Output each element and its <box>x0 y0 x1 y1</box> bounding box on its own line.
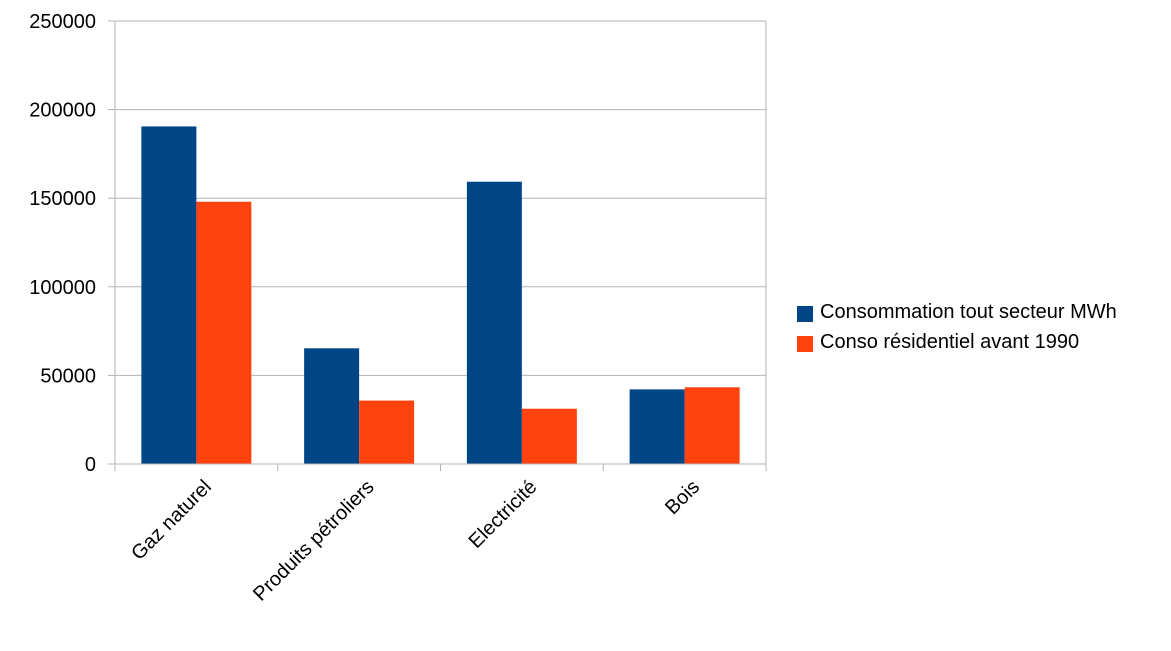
legend-label-series-1: Consommation tout secteur MWh <box>820 301 1117 323</box>
bar-series-1-3 <box>629 389 685 464</box>
x-tick-label: Gaz naturel <box>127 476 216 565</box>
y-axis-ticks: 0 50000 100000 150000 200000 250000 <box>29 11 96 476</box>
y-tick-label: 100000 <box>29 277 96 299</box>
bar-series-2-0 <box>196 201 252 464</box>
bar-series-1-2 <box>466 181 522 464</box>
bar-series-2-1 <box>359 400 415 464</box>
bar-series-1-0 <box>141 126 197 465</box>
axes <box>108 20 767 471</box>
x-tick-label: Electricité <box>465 476 542 553</box>
legend-swatch-series-2 <box>797 336 813 352</box>
legend-label-series-2: Conso résidentiel avant 1990 <box>820 331 1080 353</box>
bars <box>141 126 740 465</box>
x-axis-ticks: Gaz naturel Produits pétroliers Electricit… <box>127 476 704 606</box>
y-tick-label: 250000 <box>29 11 96 33</box>
x-tick-label: Bois <box>661 476 704 519</box>
legend-item-series-1: Consommation tout secteur MWh <box>797 300 1167 324</box>
bar-series-2-2 <box>521 408 577 464</box>
bar-series-2-3 <box>684 387 740 464</box>
legend-swatch-series-1 <box>797 306 813 322</box>
y-tick-label: 0 <box>85 454 96 476</box>
y-tick-label: 150000 <box>29 188 96 210</box>
y-tick-label: 50000 <box>40 365 96 387</box>
bar-series-1-1 <box>304 348 360 464</box>
legend: Consommation tout secteur MWh Conso rési… <box>797 300 1167 360</box>
x-tick-label: Produits pétroliers <box>249 476 379 606</box>
legend-item-series-2: Conso résidentiel avant 1990 <box>797 330 1167 354</box>
y-tick-label: 200000 <box>29 100 96 122</box>
